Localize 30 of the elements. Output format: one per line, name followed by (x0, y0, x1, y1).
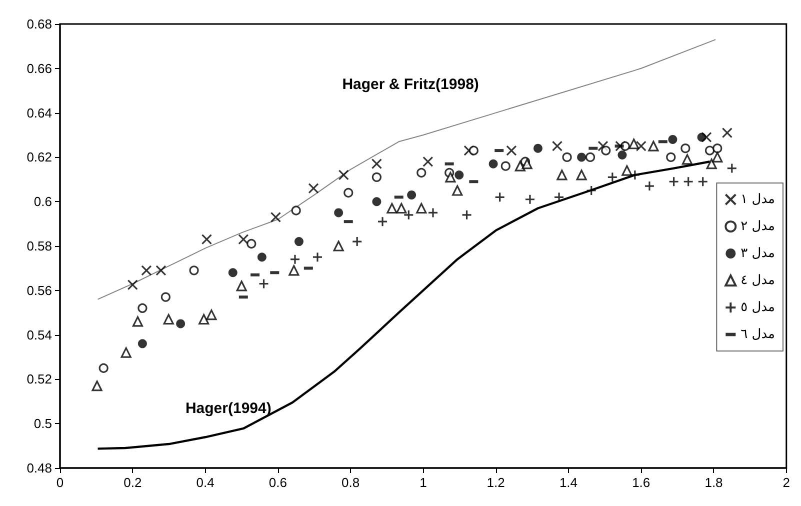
x-tick-label: 1 (420, 475, 427, 490)
x-tick-label: 0.4 (196, 475, 214, 490)
y-tick-label: 0.56 (26, 282, 52, 298)
series-label: Hager & Fritz(1998) (342, 76, 479, 93)
x-tick-label: 0.8 (342, 475, 360, 490)
x-tick-label: 2 (782, 475, 790, 490)
y-tick-label: 0.62 (26, 150, 52, 165)
y-tick-label: 0.66 (26, 60, 52, 76)
legend-label: مدل ٦ (740, 327, 776, 342)
y-tick-label: 0.58 (26, 238, 52, 254)
legend-label: مدل ٣ (740, 246, 776, 261)
y-tick-label: 0.5 (34, 416, 52, 432)
x-tick-label: 1.2 (486, 475, 505, 490)
x-tick-label: 0.2 (124, 475, 142, 490)
x-tick-label: 0.6 (268, 475, 287, 490)
y-tick-label: 0.68 (26, 16, 52, 32)
series-label: Hager(1994) (185, 400, 272, 417)
y-tick-label: 0.52 (26, 372, 52, 387)
legend-label: مدل ٢ (740, 219, 776, 234)
y-tick-label: 0.54 (26, 327, 52, 342)
x-tick-label: 1.8 (704, 475, 723, 490)
y-tick-label: 0.48 (26, 460, 52, 476)
x-tick-label: 1.4 (559, 475, 578, 490)
y-tick-label: 0.64 (26, 105, 52, 120)
x-tick-label: 0 (56, 475, 64, 490)
x-tick-label: 1.6 (632, 475, 650, 490)
legend-label: مدل ٥ (740, 300, 776, 315)
y-tick-label: 0.6 (34, 194, 52, 210)
legend-label: مدل ٤ (740, 273, 776, 288)
legend-label: مدل ١ (740, 192, 776, 207)
